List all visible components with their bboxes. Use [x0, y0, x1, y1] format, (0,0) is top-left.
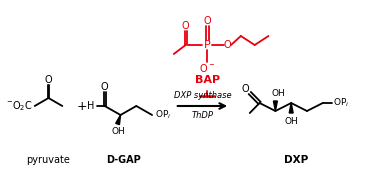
Text: P: P: [204, 40, 211, 50]
Text: O: O: [223, 40, 231, 50]
Text: $^{-}$O$_2$C: $^{-}$O$_2$C: [6, 99, 33, 113]
Text: ThDP: ThDP: [192, 111, 213, 120]
Polygon shape: [116, 115, 121, 125]
Text: pyruvate: pyruvate: [26, 155, 70, 165]
Polygon shape: [289, 103, 293, 113]
Text: O$^-$: O$^-$: [199, 62, 215, 74]
Text: OH: OH: [284, 116, 298, 125]
Text: OP$_i$: OP$_i$: [155, 109, 171, 121]
Text: BAP: BAP: [195, 75, 220, 85]
Text: D-GAP: D-GAP: [106, 155, 141, 165]
Text: O: O: [203, 16, 211, 26]
Text: OH: OH: [112, 128, 125, 136]
Text: O: O: [45, 75, 52, 85]
Text: O: O: [242, 84, 249, 94]
Text: H: H: [87, 101, 94, 111]
Text: DXP synthase: DXP synthase: [174, 92, 231, 101]
Text: OP$_i$: OP$_i$: [333, 97, 349, 109]
Text: O: O: [101, 82, 108, 92]
Text: OH: OH: [271, 89, 285, 98]
Text: DXP: DXP: [284, 155, 308, 165]
Polygon shape: [273, 101, 277, 111]
Text: +: +: [77, 99, 87, 112]
Text: O: O: [182, 21, 189, 31]
